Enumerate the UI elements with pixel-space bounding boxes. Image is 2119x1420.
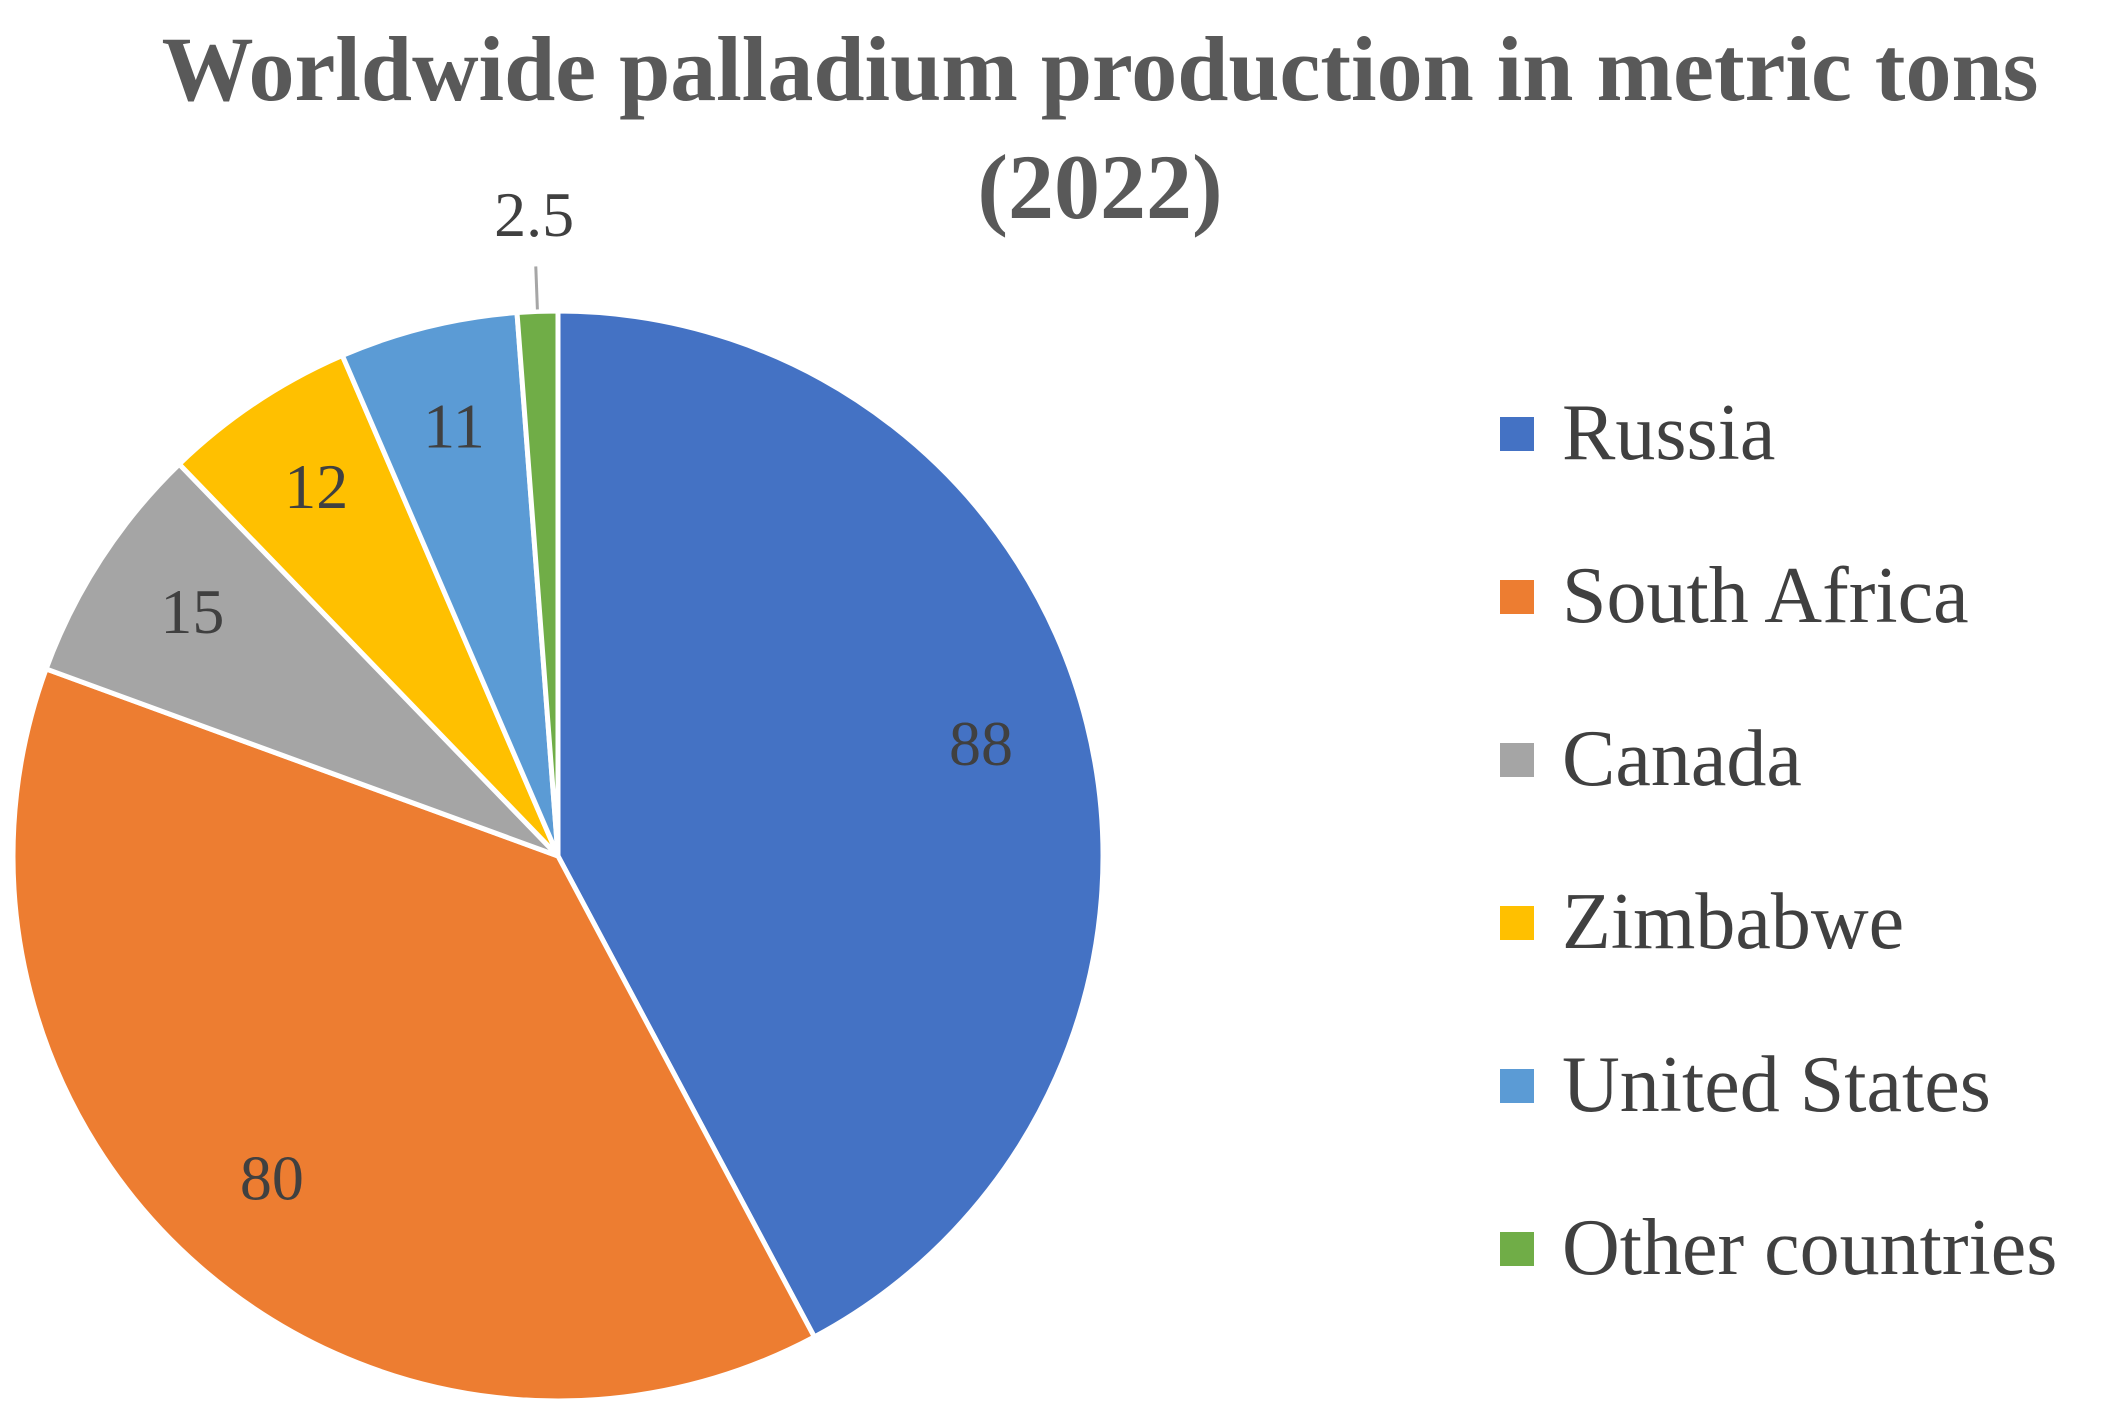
legend-swatch-other-countries xyxy=(1500,1231,1534,1266)
legend-item-russia: Russia xyxy=(1500,352,2057,515)
data-label-russia: 88 xyxy=(949,708,1013,779)
chart-title: Worldwide palladium production in metric… xyxy=(80,10,2119,246)
data-label-united-states: 11 xyxy=(423,390,485,461)
legend-item-south-africa: South Africa xyxy=(1500,515,2057,678)
legend-item-other-countries: Other countries xyxy=(1500,1167,2057,1330)
legend-item-united-states: United States xyxy=(1500,1004,2057,1167)
legend-label-other-countries: Other countries xyxy=(1562,1204,2058,1292)
legend-label-russia: Russia xyxy=(1562,389,1776,477)
legend-swatch-south-africa xyxy=(1500,579,1534,614)
chart-title-line-1: Worldwide palladium production in metric… xyxy=(161,18,2039,120)
legend-label-united-states: United States xyxy=(1562,1041,1991,1129)
legend-swatch-united-states xyxy=(1500,1068,1534,1103)
pie-slices xyxy=(10,308,1106,1404)
legend-item-zimbabwe: Zimbabwe xyxy=(1500,841,2057,1004)
data-label-other-countries: 2.5 xyxy=(494,179,574,250)
legend-swatch-canada xyxy=(1500,742,1534,777)
pie-slice-russia xyxy=(555,308,1106,1340)
pie-slice-zimbabwe xyxy=(176,352,561,859)
legend-swatch-zimbabwe xyxy=(1500,905,1534,940)
data-label-canada: 15 xyxy=(160,576,224,647)
leader-line-other-countries xyxy=(534,266,539,310)
data-label-south-africa: 80 xyxy=(240,1143,304,1214)
data-label-zimbabwe: 12 xyxy=(284,451,348,522)
legend-label-canada: Canada xyxy=(1562,715,1802,803)
pie-slice-canada xyxy=(43,461,561,859)
chart-title-line-2: (2022) xyxy=(977,136,1223,238)
legend-swatch-russia xyxy=(1500,416,1534,451)
pie-data-labels: 88 80 15 12 11 2.5 xyxy=(160,179,1013,1214)
pie-slice-united-states xyxy=(339,310,561,859)
legend-label-south-africa: South Africa xyxy=(1562,552,1969,640)
legend-item-canada: Canada xyxy=(1500,678,2057,841)
pie-slice-other-countries xyxy=(514,308,561,859)
legend: Russia South Africa Canada Zimbabwe United S… xyxy=(1500,352,2057,1330)
pie-slice-south-africa xyxy=(10,666,817,1404)
legend-label-zimbabwe: Zimbabwe xyxy=(1562,878,1905,966)
